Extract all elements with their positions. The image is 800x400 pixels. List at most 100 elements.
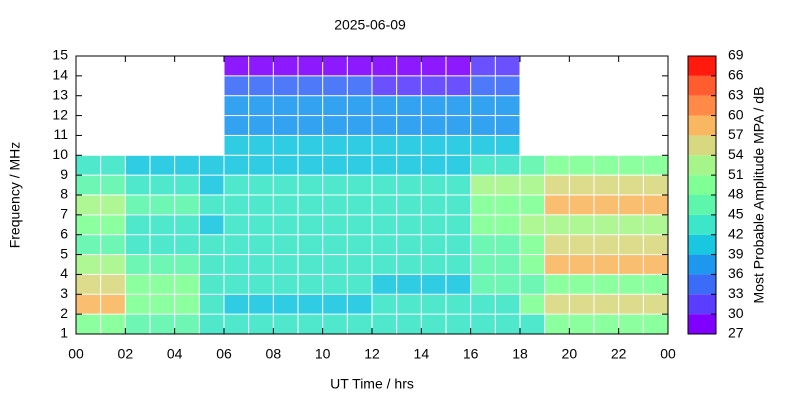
heat-cell xyxy=(298,76,323,96)
heat-cell xyxy=(372,116,397,135)
heat-cell xyxy=(471,255,495,274)
heat-cell xyxy=(224,76,249,96)
heat-cell xyxy=(520,235,545,255)
heat-cell xyxy=(446,135,471,155)
heat-cell xyxy=(323,135,347,155)
heat-cell xyxy=(76,175,101,195)
heat-cell xyxy=(372,314,397,334)
heat-cell xyxy=(397,96,421,116)
heat-cell xyxy=(76,155,101,175)
heat-cell xyxy=(224,155,249,175)
heat-cell xyxy=(372,76,397,96)
heat-cell xyxy=(471,116,495,135)
heat-cell xyxy=(594,215,619,235)
heat-cell xyxy=(495,116,520,135)
x-tick-label: 16 xyxy=(463,346,479,362)
heat-cell xyxy=(199,314,224,334)
heat-cell xyxy=(495,155,520,175)
heat-cell xyxy=(323,215,347,235)
heat-cell xyxy=(298,255,323,274)
heat-cell xyxy=(298,274,323,294)
heat-cell xyxy=(397,314,421,334)
heat-cell xyxy=(446,116,471,135)
heat-cell xyxy=(619,255,643,274)
heat-cell xyxy=(125,215,150,235)
heat-cell xyxy=(643,155,668,175)
x-tick-label: 00 xyxy=(660,346,676,362)
heat-cell xyxy=(224,314,249,334)
heat-cell xyxy=(249,175,273,195)
heat-cell xyxy=(323,294,347,314)
heat-cell xyxy=(101,235,125,255)
heat-cell xyxy=(298,116,323,135)
heat-cell xyxy=(397,135,421,155)
heat-cell xyxy=(101,274,125,294)
heat-cell xyxy=(619,155,643,175)
heat-cell xyxy=(471,96,495,116)
heat-cell xyxy=(76,274,101,294)
heat-cell xyxy=(594,314,619,334)
heat-cell xyxy=(347,195,372,215)
heat-cell xyxy=(224,135,249,155)
heat-cell xyxy=(446,274,471,294)
heat-cell xyxy=(273,314,298,334)
heat-cell xyxy=(298,56,323,76)
y-tick-label: 6 xyxy=(60,225,68,241)
heat-cell xyxy=(569,195,594,215)
colorbar-tick-label: 45 xyxy=(728,206,744,222)
heat-cell xyxy=(495,195,520,215)
heat-cell xyxy=(76,195,101,215)
heat-cell xyxy=(372,274,397,294)
heat-cell xyxy=(421,255,446,274)
heat-cell xyxy=(619,215,643,235)
heat-cell xyxy=(643,195,668,215)
heat-cell xyxy=(643,255,668,274)
heat-cell xyxy=(619,175,643,195)
heat-cell xyxy=(150,215,175,235)
heat-cell xyxy=(199,235,224,255)
heat-cell xyxy=(520,274,545,294)
heat-cell xyxy=(175,294,199,314)
heat-cell xyxy=(397,76,421,96)
heat-cell xyxy=(125,155,150,175)
heat-cell xyxy=(594,274,619,294)
heat-cell xyxy=(199,255,224,274)
colorbar-band xyxy=(688,254,716,275)
heat-cell xyxy=(273,274,298,294)
heat-cell xyxy=(569,294,594,314)
colorbar-tick-label: 42 xyxy=(728,225,744,241)
colorbar-tick-label: 33 xyxy=(728,285,744,301)
colorbar-tick-label: 36 xyxy=(728,265,744,281)
heat-cell xyxy=(495,274,520,294)
heat-cell xyxy=(347,255,372,274)
x-tick-label: 14 xyxy=(414,346,430,362)
heat-cell xyxy=(323,56,347,76)
heat-cell xyxy=(347,294,372,314)
heat-cell xyxy=(372,255,397,274)
heat-cell xyxy=(569,155,594,175)
heat-cell xyxy=(76,314,101,334)
heat-cell xyxy=(273,195,298,215)
heat-cell xyxy=(249,274,273,294)
heat-cell xyxy=(545,235,569,255)
heat-cell xyxy=(446,314,471,334)
colorbar-label: Most Probable Amplitude MPA / dB xyxy=(751,87,767,304)
heat-cell xyxy=(421,135,446,155)
heat-cell xyxy=(249,155,273,175)
heat-cell xyxy=(323,96,347,116)
heat-cell xyxy=(545,294,569,314)
heat-cell xyxy=(273,155,298,175)
heat-cell xyxy=(224,96,249,116)
colorbar-tick-label: 63 xyxy=(728,86,744,102)
heat-cell xyxy=(249,294,273,314)
heat-cell xyxy=(249,215,273,235)
heat-cell xyxy=(150,155,175,175)
heat-cell xyxy=(199,215,224,235)
heat-cell xyxy=(323,235,347,255)
heat-cell xyxy=(421,215,446,235)
colorbar-tick-label: 54 xyxy=(728,146,744,162)
heat-cell xyxy=(594,155,619,175)
heat-cell xyxy=(224,175,249,195)
heat-cell xyxy=(323,314,347,334)
heat-cell xyxy=(249,76,273,96)
